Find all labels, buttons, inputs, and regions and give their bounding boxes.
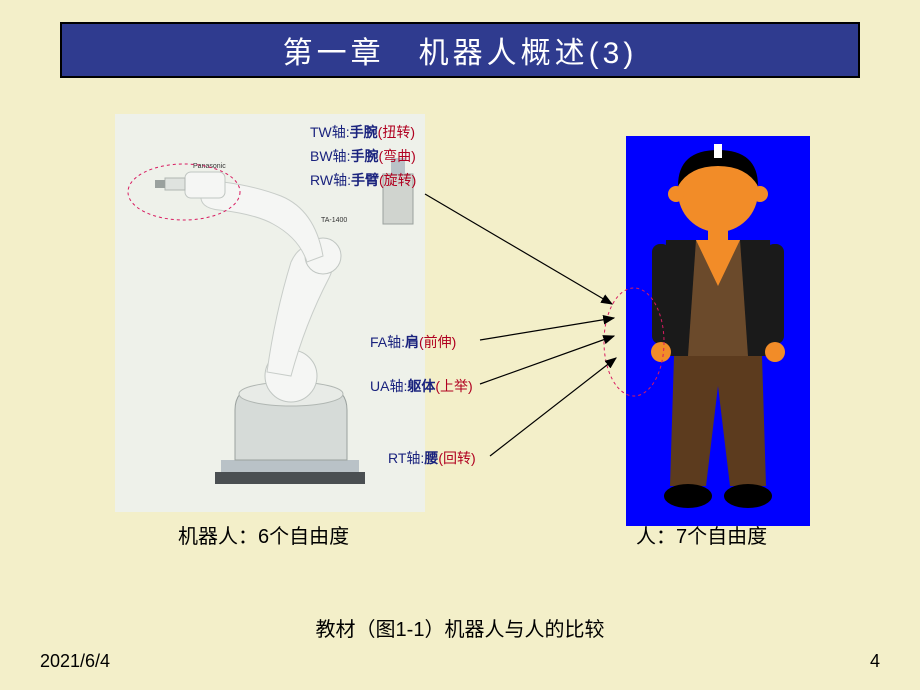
human-panel	[626, 136, 810, 526]
axis-motion: (上举)	[435, 378, 472, 394]
axis-motion: (前伸)	[419, 334, 456, 350]
axis-part: 肩	[405, 334, 419, 350]
axis-part: 腰	[424, 450, 438, 466]
axis-part: 躯体	[407, 378, 435, 394]
svg-text:TA-1400: TA-1400	[321, 217, 347, 224]
arrow-fa-human	[480, 318, 614, 340]
axis-part: 手臂	[351, 172, 379, 188]
axis-label-rw: RW轴:手臂(旋转)	[310, 170, 416, 190]
title-bar: 第一章 机器人概述(3)	[60, 22, 860, 78]
page-number: 4	[870, 651, 880, 672]
human-figure-illustration	[626, 136, 810, 526]
arrow-rw-human	[425, 194, 612, 304]
axis-part: 手腕	[350, 124, 378, 140]
arrow-ua-human	[480, 336, 614, 384]
svg-text:Panasonic: Panasonic	[193, 163, 226, 170]
page-title: 第一章 机器人概述(3)	[283, 28, 638, 72]
footer-date: 2021/6/4	[40, 651, 110, 672]
robot-caption: 机器人：6个自由度	[178, 520, 349, 549]
axis-name: RT轴	[388, 450, 420, 466]
axis-label-rt: RT轴:腰(回转)	[388, 448, 476, 468]
axis-motion: (回转)	[438, 450, 475, 466]
axis-label-ua: UA轴:躯体(上举)	[370, 376, 473, 396]
axis-label-bw: BW轴:手腕(弯曲)	[310, 146, 416, 166]
axis-name: UA轴	[370, 378, 403, 394]
arrow-rt-human	[490, 358, 616, 456]
axis-motion: (旋转)	[379, 172, 416, 188]
figure-caption: 教材（图1-1）机器人与人的比较	[0, 613, 920, 642]
axis-name: TW轴	[310, 124, 346, 140]
axis-part: 手腕	[350, 148, 378, 164]
axis-label-tw: TW轴:手腕(扭转)	[310, 122, 415, 142]
axis-label-fa: FA轴:肩(前伸)	[370, 332, 456, 352]
human-caption: 人：7个自由度	[636, 520, 767, 549]
axis-name: BW轴	[310, 148, 347, 164]
axis-motion: (弯曲)	[378, 148, 415, 164]
axis-name: RW轴	[310, 172, 347, 188]
axis-motion: (扭转)	[378, 124, 415, 140]
axis-name: FA轴	[370, 334, 401, 350]
